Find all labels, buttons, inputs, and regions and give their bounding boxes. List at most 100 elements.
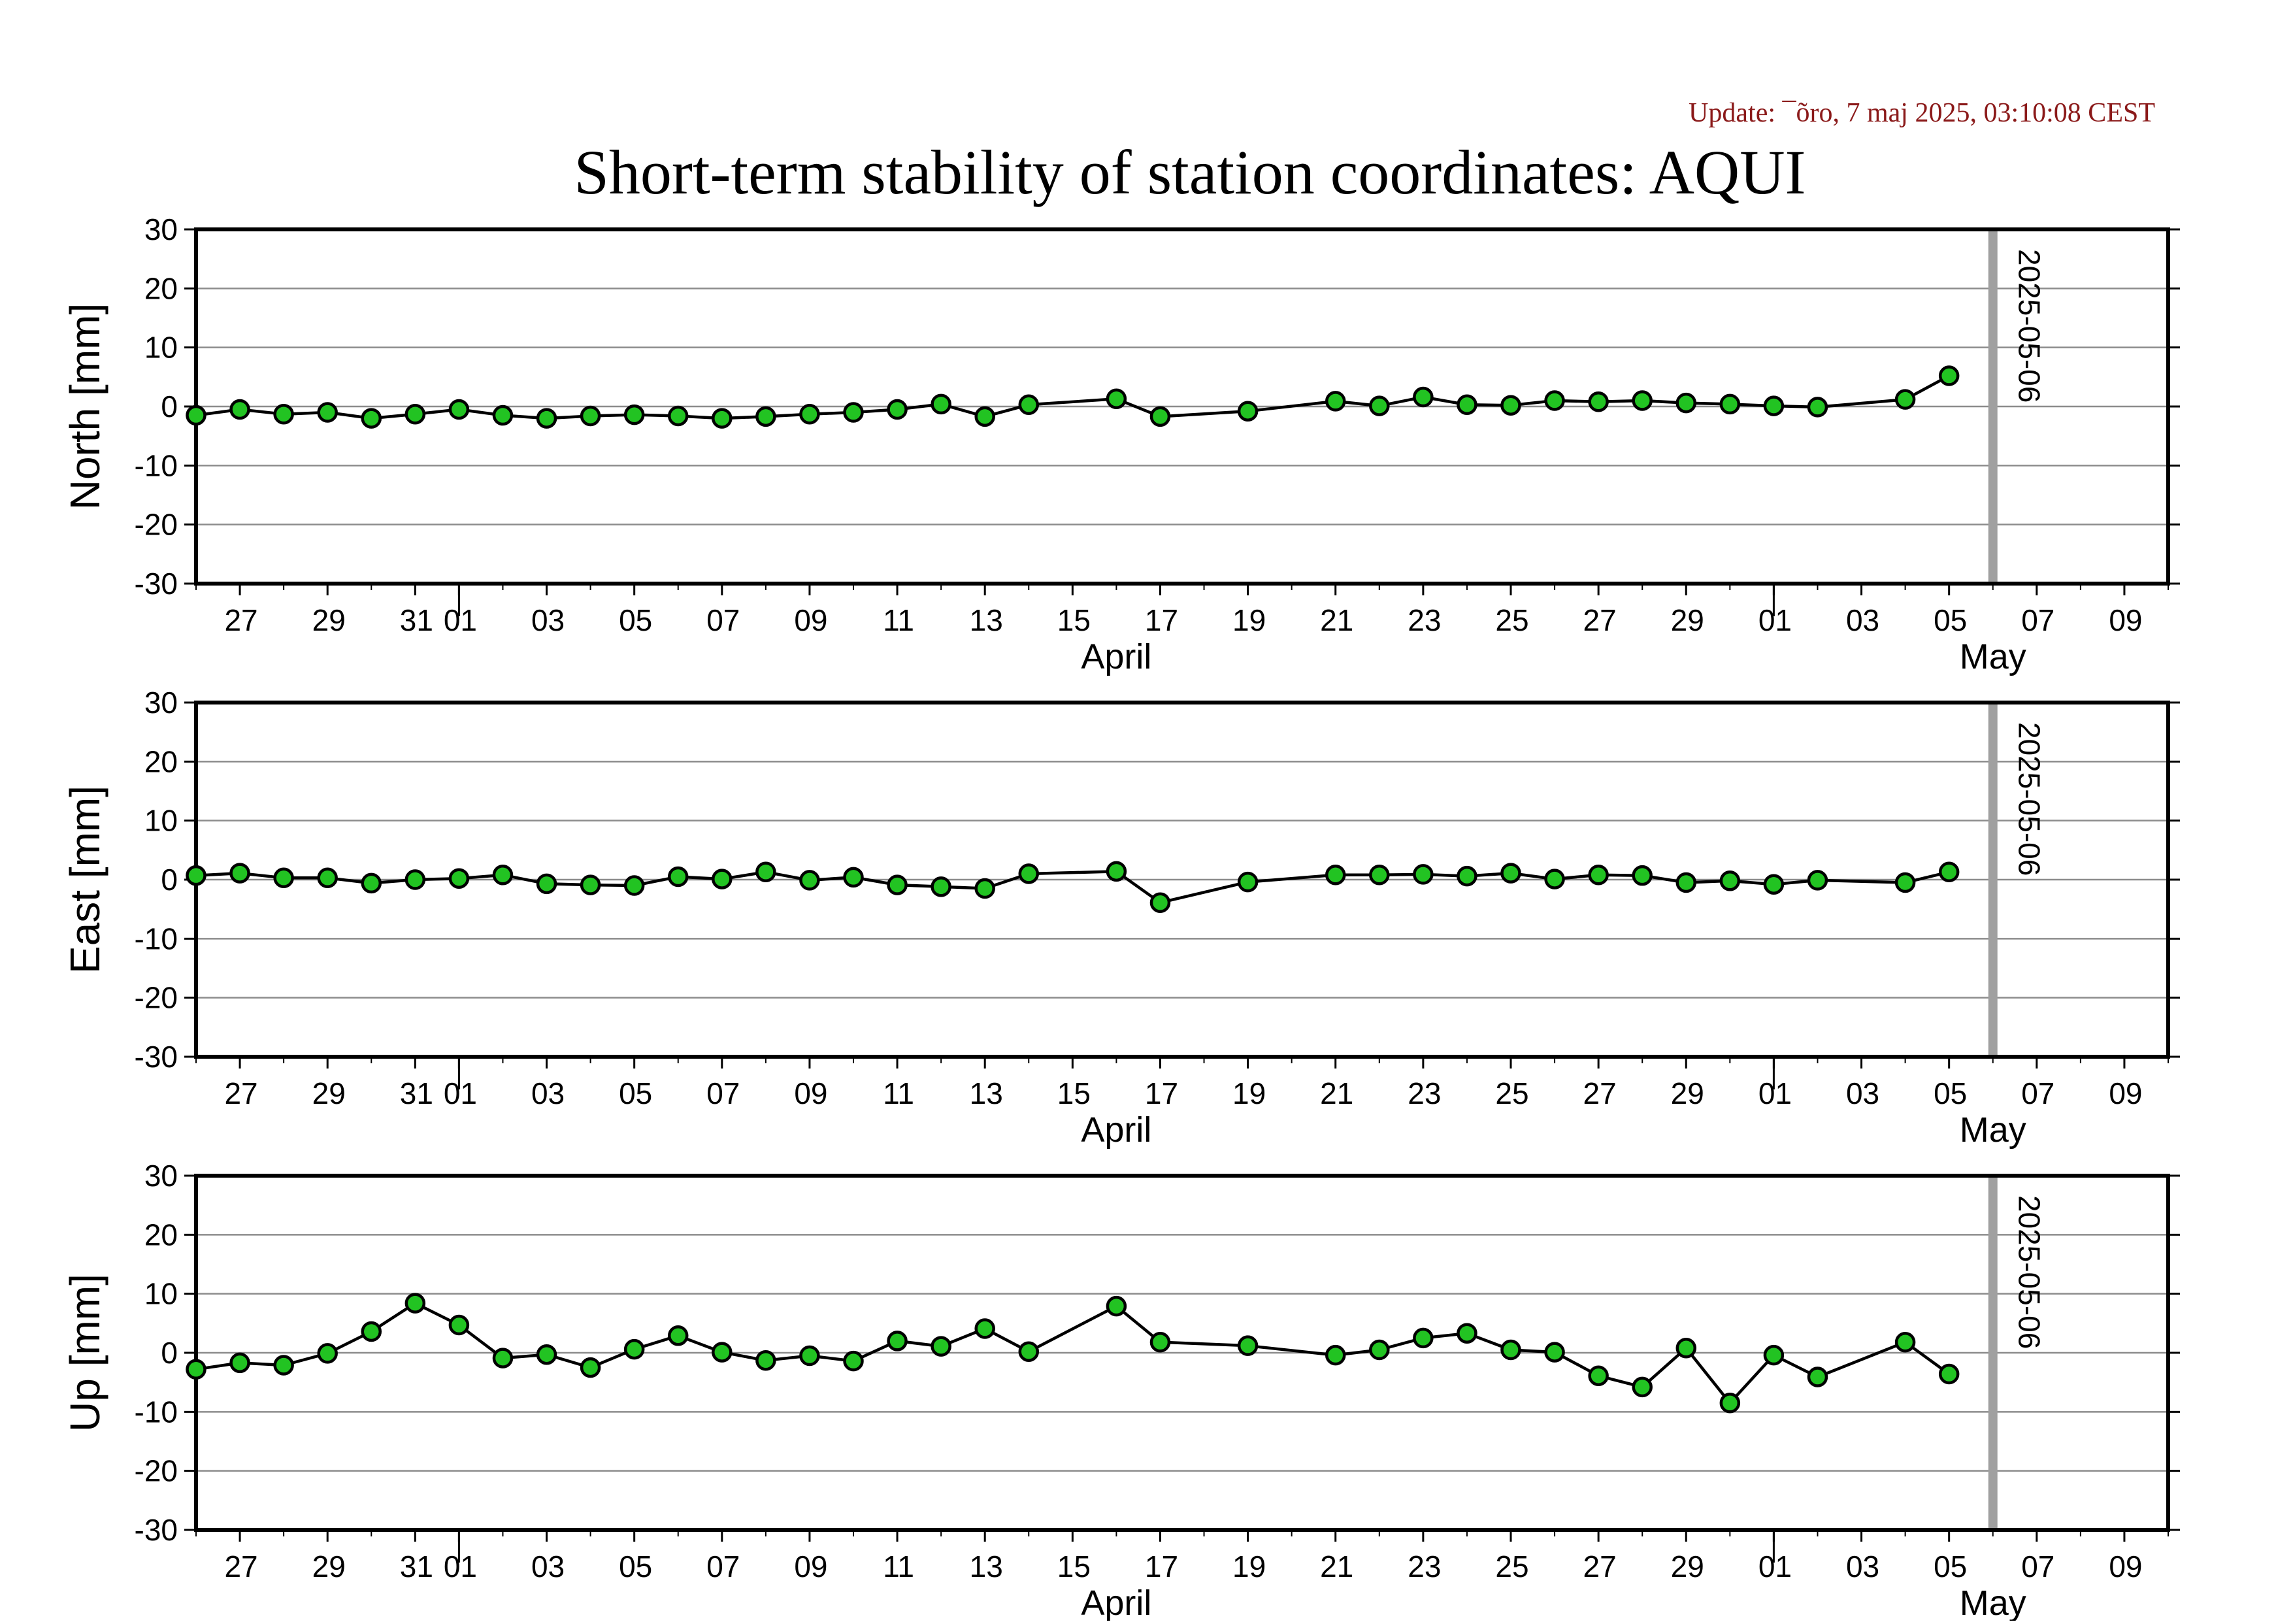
x-tick-label: 05 xyxy=(1934,1076,1967,1110)
data-point xyxy=(1106,861,1127,882)
y-tick-label: -10 xyxy=(135,448,178,482)
data-point xyxy=(1369,395,1390,416)
data-point xyxy=(404,1293,426,1314)
data-point xyxy=(1938,365,1960,386)
y-tick-label: 30 xyxy=(144,212,178,246)
data-point xyxy=(1894,1331,1916,1353)
date-marker-label: 2025-05-06 xyxy=(2013,249,2047,403)
y-tick-label: 10 xyxy=(144,1277,178,1311)
data-point xyxy=(1413,1327,1434,1349)
data-point xyxy=(273,403,294,425)
data-point xyxy=(1588,391,1609,412)
x-tick-label: 07 xyxy=(706,603,740,637)
data-point xyxy=(361,408,382,429)
data-point xyxy=(1149,406,1171,427)
date-marker-label: 2025-05-06 xyxy=(2013,722,2047,876)
data-point xyxy=(667,1325,689,1346)
data-point xyxy=(1325,865,1346,886)
data-point xyxy=(755,406,776,427)
x-tick-label: 11 xyxy=(883,1076,914,1110)
x-tick-label: 17 xyxy=(1145,1549,1178,1583)
data-point xyxy=(1457,1323,1477,1344)
data-point xyxy=(1106,1295,1127,1317)
x-tick-label: 31 xyxy=(400,1076,433,1110)
x-tick-label: 03 xyxy=(1846,1549,1879,1583)
data-point xyxy=(492,405,514,426)
data-point xyxy=(580,874,601,895)
data-point xyxy=(580,1357,601,1378)
data-point xyxy=(448,1314,470,1336)
y-tick-label: -20 xyxy=(135,981,178,1015)
x-tick-label: 09 xyxy=(2109,603,2142,637)
x-tick-label: 09 xyxy=(2109,1549,2142,1583)
x-month-label: May xyxy=(1960,1110,2026,1150)
data-point xyxy=(1325,1344,1346,1366)
data-point xyxy=(1106,388,1127,410)
data-point xyxy=(931,1336,951,1357)
x-month-label: April xyxy=(1081,637,1151,676)
data-point xyxy=(1413,864,1434,885)
data-point xyxy=(1763,395,1785,416)
x-tick-label: 15 xyxy=(1057,1076,1091,1110)
x-tick-label: 07 xyxy=(2021,1549,2054,1583)
data-point xyxy=(799,870,820,891)
data-point xyxy=(1149,1331,1171,1353)
x-tick-label: 03 xyxy=(531,1076,565,1110)
data-point xyxy=(712,408,733,429)
x-tick-label: 21 xyxy=(1320,1549,1353,1583)
data-point xyxy=(1500,395,1521,416)
y-tick-label: 0 xyxy=(161,389,178,423)
x-tick-label: 29 xyxy=(312,1076,346,1110)
data-point xyxy=(186,865,206,886)
x-tick-label: 01 xyxy=(1758,1076,1792,1110)
data-point xyxy=(1807,870,1828,891)
x-tick-label: 27 xyxy=(224,1076,257,1110)
x-tick-label: 01 xyxy=(444,1076,477,1110)
data-point xyxy=(887,874,908,895)
y-axis-label: East [mm] xyxy=(61,786,108,974)
x-tick-label: 19 xyxy=(1232,603,1266,637)
data-point xyxy=(492,1348,514,1368)
y-axis-label: Up [mm] xyxy=(61,1274,108,1432)
data-point xyxy=(448,399,470,420)
data-point xyxy=(1544,1342,1565,1363)
y-tick-label: 30 xyxy=(144,1159,178,1193)
data-point xyxy=(536,408,557,429)
data-point xyxy=(623,1338,645,1360)
x-tick-label: 13 xyxy=(970,1076,1003,1110)
y-tick-label: 20 xyxy=(144,271,178,305)
data-point xyxy=(1018,1341,1040,1362)
data-point xyxy=(1588,865,1609,886)
y-tick-label: 10 xyxy=(144,331,178,365)
x-tick-label: 07 xyxy=(706,1076,740,1110)
data-point xyxy=(623,875,645,896)
data-point xyxy=(1588,1365,1609,1386)
x-tick-label: 05 xyxy=(619,1549,652,1583)
y-tick-label: -20 xyxy=(135,508,178,542)
data-point xyxy=(1500,1339,1521,1361)
x-month-label: April xyxy=(1081,1110,1151,1150)
data-point xyxy=(404,869,426,890)
data-point xyxy=(755,1350,776,1371)
data-point xyxy=(799,1345,820,1367)
x-tick-label: 23 xyxy=(1408,1076,1441,1110)
data-point xyxy=(667,866,689,887)
data-point xyxy=(1237,871,1259,893)
x-tick-label: 27 xyxy=(1583,603,1617,637)
x-tick-label: 11 xyxy=(883,603,914,637)
data-point xyxy=(1018,394,1040,416)
data-point xyxy=(712,1342,733,1363)
data-point xyxy=(361,1321,382,1342)
data-point xyxy=(799,403,820,425)
data-point xyxy=(887,399,908,420)
data-point xyxy=(1763,874,1785,895)
data-point xyxy=(536,873,557,895)
data-point xyxy=(1675,392,1697,414)
data-point xyxy=(667,405,689,427)
x-tick-label: 05 xyxy=(619,603,652,637)
update-timestamp: Update: ¯õro, 7 maj 2025, 03:10:08 CEST xyxy=(1689,98,2155,128)
x-tick-label: 05 xyxy=(1934,603,1967,637)
